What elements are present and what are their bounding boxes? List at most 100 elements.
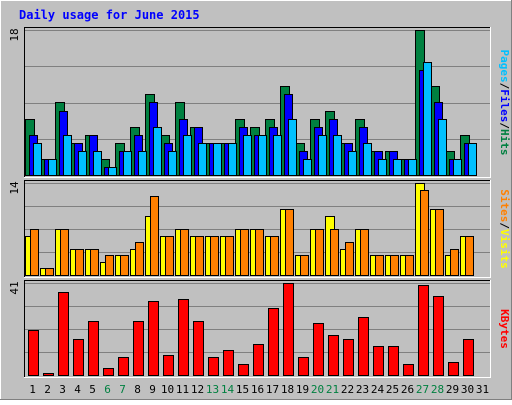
bar-pages-day-9 [153, 127, 162, 176]
day-label-2: 2 [44, 383, 51, 396]
panel-max-label: 14 [8, 181, 21, 195]
bar-pages-day-19 [303, 159, 312, 176]
bar-kbytes-day-3 [58, 292, 69, 376]
bar-kbytes-day-24 [373, 346, 384, 376]
side-label-part: / [498, 122, 511, 129]
bar-sites-day-12 [195, 236, 204, 276]
panel-kbytes-side-label: KBytes [498, 309, 511, 349]
panel-sites-visits: 14 Sites/Visits [8, 180, 511, 278]
bar-pages-day-5 [93, 151, 102, 176]
day-label-17: 17 [266, 383, 279, 396]
bar-pages-day-8 [138, 151, 147, 176]
day-label-28: 28 [431, 383, 444, 396]
day-label-22: 22 [341, 383, 354, 396]
bar-kbytes-day-25 [388, 346, 399, 376]
bar-kbytes-day-6 [103, 368, 114, 376]
bar-pages-day-26 [408, 159, 417, 176]
bar-sites-day-22 [345, 242, 354, 276]
bar-kbytes-day-22 [343, 339, 354, 376]
day-label-16: 16 [251, 383, 264, 396]
bar-kbytes-day-28 [433, 296, 444, 376]
bar-kbytes-day-29 [448, 362, 459, 376]
bar-kbytes-day-8 [133, 321, 144, 376]
bar-kbytes-day-21 [328, 335, 339, 376]
panel-max-label: 18 [8, 28, 21, 41]
side-label-part: Sites [498, 189, 511, 222]
bar-kbytes-day-11 [178, 299, 189, 376]
bar-sites-day-8 [135, 242, 144, 276]
day-label-24: 24 [371, 383, 385, 396]
bar-kbytes-day-10 [163, 355, 174, 376]
bar-kbytes-day-16 [253, 344, 264, 376]
day-label-10: 10 [161, 383, 174, 396]
side-label-part: Hits [498, 129, 511, 156]
bar-sites-day-3 [60, 229, 69, 276]
day-label-20: 20 [311, 383, 324, 396]
bar-pages-day-22 [348, 151, 357, 176]
bar-sites-day-14 [225, 236, 234, 276]
bar-sites-day-28 [435, 209, 444, 276]
bar-kbytes-day-1 [28, 330, 39, 376]
bar-sites-day-11 [180, 229, 189, 276]
bar-kbytes-day-30 [463, 339, 474, 376]
day-label-25: 25 [386, 383, 399, 396]
bar-kbytes-day-4 [73, 339, 84, 376]
bar-sites-day-15 [240, 229, 249, 276]
bar-pages-day-21 [333, 135, 342, 176]
day-label-7: 7 [119, 383, 126, 396]
day-label-19: 19 [296, 383, 309, 396]
bar-sites-day-6 [105, 255, 114, 276]
day-label-27: 27 [416, 383, 429, 396]
day-label-8: 8 [134, 383, 141, 396]
bar-sites-day-17 [270, 236, 279, 276]
day-label-21: 21 [326, 383, 339, 396]
day-label-3: 3 [59, 383, 66, 396]
bar-pages-day-30 [468, 143, 477, 176]
day-label-12: 12 [191, 383, 204, 396]
bar-sites-day-29 [450, 249, 459, 276]
bar-sites-day-23 [360, 229, 369, 276]
bar-sites-day-16 [255, 229, 264, 276]
bar-pages-day-25 [393, 159, 402, 176]
bar-kbytes-day-5 [88, 321, 99, 376]
day-label-1: 1 [29, 383, 36, 396]
side-label-part: / [498, 222, 511, 229]
side-label-part: Visits [498, 229, 511, 269]
day-label-4: 4 [74, 383, 81, 396]
bar-sites-day-1 [30, 229, 39, 276]
day-label-18: 18 [281, 383, 294, 396]
bar-pages-day-16 [258, 135, 267, 176]
chart-title: Daily usage for June 2015 [19, 8, 200, 22]
bar-pages-day-7 [123, 151, 132, 176]
bar-sites-day-25 [390, 255, 399, 276]
bar-sites-day-20 [315, 229, 324, 276]
panel-sites-visits-side-label: Sites/Visits [498, 189, 511, 269]
bar-sites-day-5 [90, 249, 99, 276]
bar-sites-day-10 [165, 236, 174, 276]
side-label-part: Files [498, 89, 511, 122]
bar-pages-day-18 [288, 119, 297, 176]
side-label-part: / [498, 83, 511, 90]
bar-pages-day-12 [198, 143, 207, 176]
panel-kbytes: 41 KBytes [8, 280, 511, 378]
bar-pages-day-27 [423, 62, 432, 176]
bar-kbytes-day-20 [313, 323, 324, 376]
bar-pages-day-24 [378, 159, 387, 176]
bar-kbytes-day-19 [298, 357, 309, 376]
bar-kbytes-day-7 [118, 357, 129, 376]
day-label-26: 26 [401, 383, 414, 396]
bar-pages-day-23 [363, 143, 372, 176]
bar-sites-day-18 [285, 209, 294, 276]
bar-kbytes-day-17 [268, 308, 279, 376]
bar-sites-day-4 [75, 249, 84, 276]
bar-sites-day-2 [45, 268, 54, 276]
bar-sites-day-21 [330, 229, 339, 276]
side-label-part: Pages [498, 50, 511, 83]
day-label-9: 9 [149, 383, 156, 396]
bar-sites-day-26 [405, 255, 414, 276]
bar-pages-day-15 [243, 135, 252, 176]
bar-sites-day-13 [210, 236, 219, 276]
day-label-6: 6 [104, 383, 111, 396]
